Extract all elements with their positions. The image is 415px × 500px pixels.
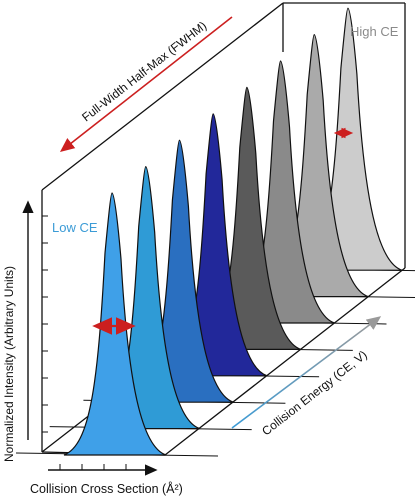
peaks [15,7,415,457]
high-ce-label: High CE [350,24,399,39]
y-axis [41,190,48,452]
y-axis-label: Normalized Intensity (Arbitrary Units) [2,266,16,462]
back-wall [41,2,406,268]
x-axis-label: Collision Cross Section (Å²) [30,481,183,496]
low-ce-label: Low CE [52,220,98,235]
z-axis-label: Collision Energy (CE, V) [259,348,370,439]
fwhm-label: Full-Width Half-Max (FWHM) [79,19,209,125]
fwhm-arrow [59,16,233,152]
ce-arrow [231,316,382,429]
x-ticks [59,464,127,470]
